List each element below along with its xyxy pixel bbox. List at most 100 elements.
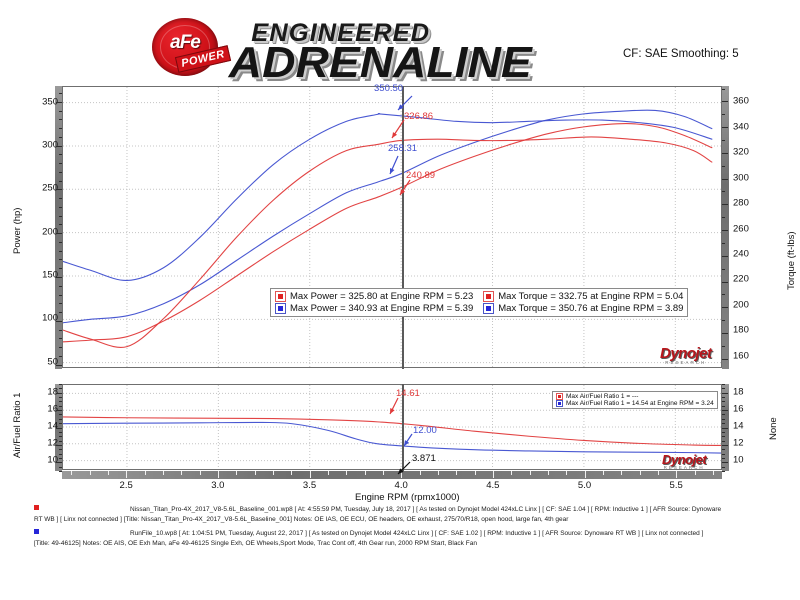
axis-tick bbox=[59, 431, 62, 433]
run-bullet-blue-icon bbox=[34, 529, 39, 534]
tick-label: 18 bbox=[47, 386, 58, 398]
tick-label: 100 bbox=[42, 312, 58, 324]
axis-tick bbox=[722, 178, 728, 180]
axis-tick bbox=[639, 471, 641, 475]
run-info-afe: RunFile_10.wp8 [ At: 1:04:51 PM, Tuesday… bbox=[0, 529, 800, 549]
axis-tick bbox=[722, 436, 725, 438]
tick-label: 12 bbox=[733, 437, 744, 449]
axis-tick bbox=[722, 462, 728, 464]
dynojet-sub: RESEARCH bbox=[665, 360, 707, 365]
axis-tick bbox=[59, 418, 62, 420]
axis-tick bbox=[56, 364, 62, 366]
main-cursor-line[interactable] bbox=[402, 86, 404, 369]
legend-swatch-blue-icon bbox=[275, 303, 286, 314]
axis-tick bbox=[657, 471, 659, 475]
axis-tick bbox=[722, 358, 728, 360]
tick-label: 250 bbox=[42, 182, 58, 194]
legend-row-afr-baseline: Max Air/Fuel Ratio 1 = --- bbox=[556, 393, 714, 400]
axis-tick bbox=[722, 140, 725, 142]
axis-tick bbox=[59, 110, 62, 112]
legend-text-max-torque-red: Max Torque = 332.75 at Engine RPM = 5.04 bbox=[498, 291, 684, 302]
axis-tick bbox=[59, 401, 62, 403]
axis-tick bbox=[291, 471, 293, 475]
axis-tick bbox=[59, 215, 62, 217]
axis-tick bbox=[722, 152, 728, 154]
axis-tick bbox=[56, 410, 62, 412]
afr-red-value: 14.61 bbox=[396, 388, 420, 399]
axis-tick bbox=[59, 423, 62, 425]
axis-tick bbox=[59, 440, 62, 442]
tick-label: 14 bbox=[47, 420, 58, 432]
run-info-footer: Nissan_Titan_Pro-4X_2017_V8-5.6L_Baselin… bbox=[0, 505, 800, 553]
axis-tick bbox=[56, 145, 62, 147]
power-torque-chart bbox=[62, 86, 722, 368]
main-right-ticklabels: 160 180 200 220 240 260 280 300 320 340 360 bbox=[729, 86, 800, 368]
axis-tick bbox=[181, 471, 183, 475]
tick-label: 16 bbox=[47, 403, 58, 415]
tick-label: 5.0 bbox=[577, 480, 592, 491]
axis-tick bbox=[382, 471, 384, 475]
axis-tick bbox=[722, 281, 728, 283]
axis-tick bbox=[722, 255, 728, 257]
legend-swatch-blue-icon bbox=[483, 303, 495, 314]
legend-swatch-red-icon bbox=[275, 291, 286, 302]
main-right-axis-bar bbox=[722, 86, 729, 369]
run-red-line-1: Nissan_Titan_Pro-4X_2017_V8-5.6L_Baselin… bbox=[130, 506, 722, 513]
axis-tick bbox=[59, 128, 62, 130]
legend-text-afr-blue: Max Air/Fuel Ratio 1 = 14.54 at Engine R… bbox=[566, 400, 714, 407]
axis-tick bbox=[722, 466, 725, 468]
legend-column-power: Max Power = 325.80 at Engine RPM = 5.23 … bbox=[275, 291, 473, 314]
axis-tick bbox=[712, 471, 714, 475]
axis-tick bbox=[722, 230, 728, 232]
x-axis-title: Engine RPM (rpmx1000) bbox=[355, 492, 460, 503]
tick-label: 5.5 bbox=[669, 480, 683, 491]
axis-tick bbox=[59, 388, 62, 390]
afr-cursor-rpm: 3.871 bbox=[412, 453, 436, 464]
tick-label: 180 bbox=[733, 324, 749, 336]
axis-tick bbox=[722, 345, 725, 347]
axis-tick bbox=[56, 277, 62, 278]
tick-label: 360 bbox=[733, 95, 749, 107]
axis-tick bbox=[59, 303, 62, 305]
legend-swatch-blue-icon bbox=[556, 400, 563, 407]
axis-tick bbox=[59, 206, 62, 208]
legend-text-max-power-blue: Max Power = 340.93 at Engine RPM = 5.39 bbox=[290, 303, 474, 314]
main-left-ticklabels: 50 100 150 200 250 300 350 bbox=[0, 86, 62, 368]
axis-tick bbox=[59, 136, 62, 138]
afr-cursor-line[interactable] bbox=[402, 384, 404, 471]
axis-tick bbox=[59, 259, 62, 261]
axis-tick bbox=[722, 418, 725, 420]
axis-tick bbox=[722, 431, 725, 433]
axis-tick bbox=[722, 392, 728, 394]
tagline-engineered: ENGINEERED bbox=[251, 19, 431, 47]
tick-label: 280 bbox=[733, 197, 749, 209]
axis-tick bbox=[722, 397, 725, 399]
axis-tick bbox=[722, 449, 725, 451]
tick-label: 300 bbox=[733, 172, 749, 184]
axis-tick bbox=[722, 88, 725, 90]
axis-tick bbox=[722, 307, 728, 309]
axis-tick bbox=[272, 471, 274, 475]
axis-tick bbox=[492, 471, 494, 478]
axis-tick bbox=[56, 427, 62, 429]
axis-tick bbox=[419, 471, 421, 475]
axis-tick bbox=[217, 471, 219, 478]
axis-tick bbox=[722, 423, 725, 425]
axis-tick bbox=[56, 189, 62, 191]
axis-tick bbox=[722, 294, 725, 296]
run-blue-line-2: [Title: 49-46125] Notes: OE AIS, OE Exh … bbox=[34, 540, 477, 547]
legend-swatch-red-icon bbox=[556, 393, 563, 400]
dynojet-watermark-main: Dynojet RESEARCH bbox=[660, 345, 712, 365]
axis-tick bbox=[56, 462, 62, 464]
axis-tick bbox=[722, 268, 725, 270]
axis-tick bbox=[474, 471, 476, 475]
axis-tick bbox=[199, 471, 201, 475]
tick-label: 16 bbox=[733, 403, 744, 415]
legend-swatch-red-icon bbox=[483, 291, 495, 302]
tick-label: 220 bbox=[733, 273, 749, 285]
tick-label: 14 bbox=[733, 420, 744, 432]
tick-label: 4.5 bbox=[486, 480, 500, 491]
axis-tick bbox=[511, 471, 513, 475]
axis-tick bbox=[59, 163, 62, 165]
axis-tick bbox=[59, 224, 62, 226]
